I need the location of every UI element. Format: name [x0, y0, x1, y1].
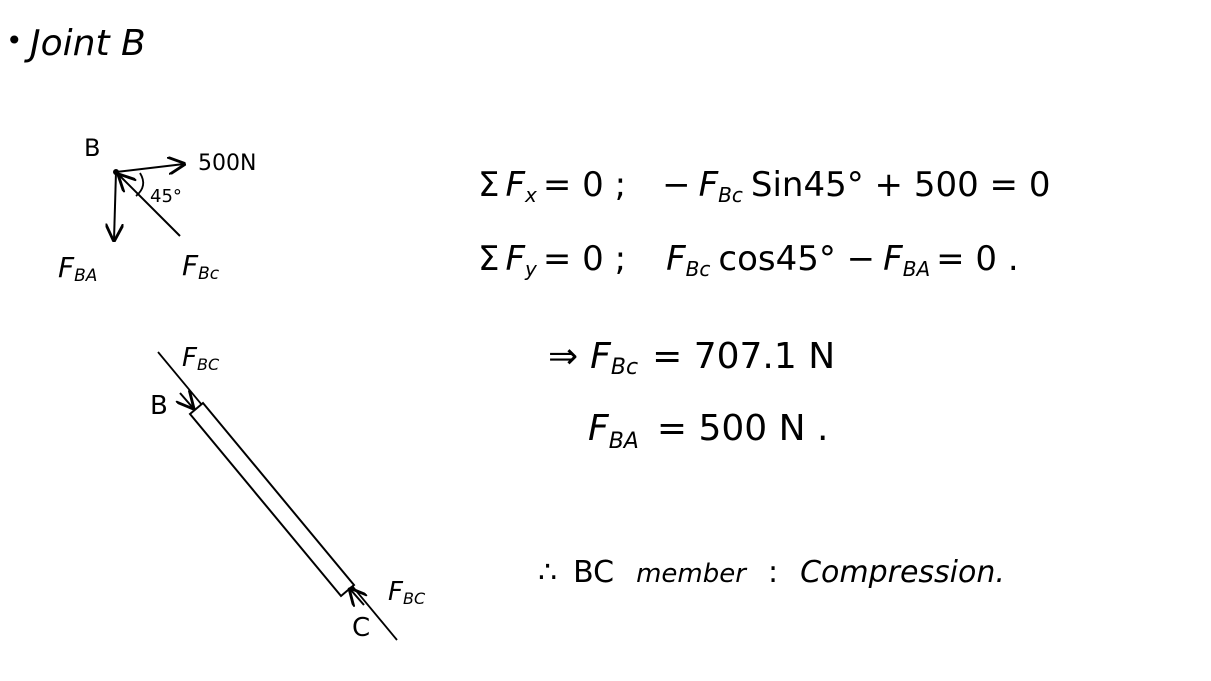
fbd-force-ba-label: FBA [58, 251, 97, 286]
fbd-force-bc-label: FBc [182, 249, 220, 284]
equations: Σ Fx = 0 ; − FBc Sin45° + 500 = 0 Σ Fy = 0 ; FBc… [478, 165, 1050, 454]
force-bc-arrow [119, 175, 181, 237]
force-ba-arrow [114, 171, 116, 240]
fbd-joint-label: B [84, 134, 100, 162]
heading-bullet: • [6, 24, 23, 57]
equation-sum-fy: Σ Fy = 0 ; FBc cos45° − FBA = 0 . [478, 239, 1019, 281]
conclusion-line: ∴ BC member: Compression. [538, 555, 1005, 590]
member-bar [188, 401, 356, 598]
free-body-diagram: B 500N 45° FBA FBc [58, 134, 256, 286]
member-end-c-label: C [352, 613, 370, 643]
member-force-bottom-arrow [350, 589, 364, 605]
applied-force-arrow [115, 164, 184, 172]
member-force-bottom-label: FBC [388, 577, 426, 608]
angle-arc [135, 172, 145, 197]
angle-label: 45° [150, 186, 182, 207]
result-fba: FBA = 500 N . [588, 408, 828, 454]
equation-sum-fx: Σ Fx = 0 ; − FBc Sin45° + 500 = 0 [478, 165, 1050, 207]
member-force-top-label: FBC [182, 343, 220, 374]
applied-force-label: 500N [198, 151, 256, 176]
member-force-top-arrow [180, 393, 193, 408]
heading: • Joint B [6, 23, 146, 64]
member-end-b-label: B [150, 391, 168, 421]
member-diagram: B C FBC FBC [150, 343, 426, 643]
conclusion: ∴ BC member: Compression. [538, 555, 1005, 590]
heading-title: Joint B [24, 23, 146, 64]
result-fbc: ⇒ FBc = 707.1 N [548, 336, 835, 380]
